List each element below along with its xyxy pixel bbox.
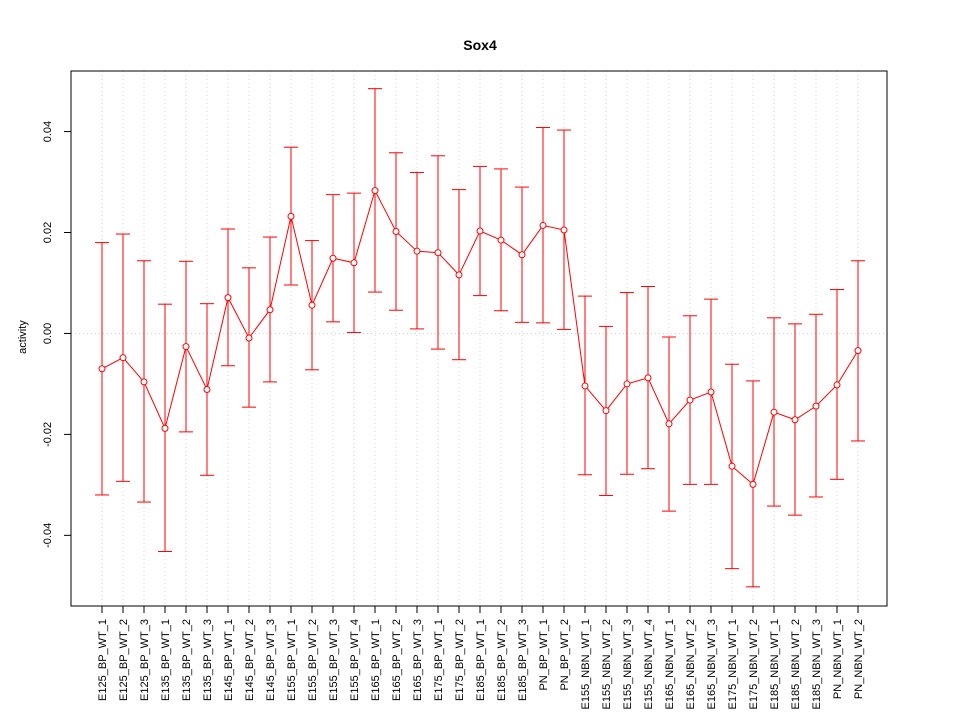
y-tick-label: 0.02 bbox=[42, 222, 54, 243]
x-tick-label: E185_BP_WT_2 bbox=[496, 619, 508, 701]
x-tick-label: E155_NBN_WT_1 bbox=[580, 619, 592, 710]
data-point bbox=[245, 334, 253, 342]
data-point bbox=[119, 354, 127, 362]
data-point bbox=[266, 306, 274, 314]
x-tick-label: E155_NBN_WT_2 bbox=[601, 619, 613, 710]
axes: -0.04 -0.02 0.00 0.02 0.04 E125_BP_WT_1 E125_B… bbox=[42, 121, 865, 710]
data-point bbox=[98, 365, 106, 373]
x-tick-label: E155_NBN_WT_3 bbox=[622, 619, 634, 710]
x-tick-label: E155_BP_WT_3 bbox=[328, 619, 340, 701]
x-tick-label: E185_NBN_WT_2 bbox=[790, 619, 802, 710]
x-tick-label: E135_BP_WT_1 bbox=[160, 619, 172, 701]
x-tick-label: E175_BP_WT_2 bbox=[454, 619, 466, 701]
y-axis-label: activity bbox=[17, 320, 29, 354]
x-tick-label: E185_NBN_WT_1 bbox=[769, 619, 781, 710]
data-point bbox=[161, 424, 169, 432]
x-tick-label: E155_BP_WT_2 bbox=[307, 619, 319, 701]
y-tick-label: -0.02 bbox=[42, 422, 54, 447]
y-tick-label: 0.04 bbox=[42, 121, 54, 142]
data-point bbox=[329, 254, 337, 262]
x-tick-label: E165_NBN_WT_3 bbox=[706, 619, 718, 710]
data-point bbox=[140, 378, 148, 386]
data-point bbox=[644, 374, 652, 382]
x-tick-label: E165_BP_WT_2 bbox=[391, 619, 403, 701]
data-point bbox=[455, 271, 463, 279]
x-tick-label: E155_NBN_WT_4 bbox=[643, 619, 655, 710]
x-tick-label: E185_BP_WT_3 bbox=[517, 619, 529, 701]
plot-frame bbox=[70, 70, 888, 607]
data-point bbox=[203, 385, 211, 393]
data-point bbox=[707, 388, 715, 396]
x-tick-label: PN_BP_WT_2 bbox=[559, 619, 571, 691]
data-point bbox=[497, 236, 505, 244]
grid bbox=[71, 71, 887, 606]
data-point bbox=[434, 249, 442, 257]
data-point bbox=[686, 396, 694, 404]
x-tick-label: PN_NBN_WT_2 bbox=[853, 619, 865, 699]
data-point bbox=[182, 343, 190, 351]
data-point bbox=[413, 247, 421, 255]
data-point bbox=[392, 228, 400, 235]
x-tick-label: E145_BP_WT_3 bbox=[265, 619, 277, 701]
data-point bbox=[287, 212, 295, 220]
x-tick-label: E125_BP_WT_1 bbox=[97, 619, 109, 701]
x-tick-label: PN_NBN_WT_1 bbox=[832, 619, 844, 699]
data-point bbox=[581, 382, 589, 390]
y-tick-label: 0.00 bbox=[42, 323, 54, 344]
x-tick-label: E155_BP_WT_1 bbox=[286, 619, 298, 701]
x-tick-label: E175_BP_WT_1 bbox=[433, 619, 445, 701]
data-point bbox=[371, 187, 379, 195]
y-tick-label: -0.04 bbox=[42, 523, 54, 548]
x-tick-label: E125_BP_WT_2 bbox=[118, 619, 130, 701]
data-point bbox=[728, 462, 736, 470]
data-point bbox=[308, 301, 316, 309]
x-tick-label: E185_NBN_WT_3 bbox=[811, 619, 823, 710]
x-tick-label: E165_BP_WT_1 bbox=[370, 619, 382, 701]
x-tick-label: E175_NBN_WT_1 bbox=[727, 619, 739, 710]
x-tick-label: E125_BP_WT_3 bbox=[139, 619, 151, 701]
x-tick-label: E165_NBN_WT_2 bbox=[685, 619, 697, 710]
data-point bbox=[770, 408, 778, 416]
x-tick-label: E145_BP_WT_2 bbox=[244, 619, 256, 701]
data-point bbox=[224, 294, 232, 302]
x-tick-label: E175_NBN_WT_2 bbox=[748, 619, 760, 710]
data-point bbox=[749, 480, 757, 488]
data-marks bbox=[95, 88, 865, 588]
chart-title: Sox4 bbox=[463, 37, 497, 53]
data-point bbox=[791, 416, 799, 424]
x-tick-label: E155_BP_WT_4 bbox=[349, 619, 361, 701]
data-point bbox=[518, 251, 526, 259]
data-point bbox=[833, 381, 841, 389]
data-point bbox=[476, 227, 484, 235]
data-point bbox=[623, 380, 631, 388]
x-tick-label: E135_BP_WT_3 bbox=[202, 619, 214, 701]
data-point bbox=[812, 402, 820, 410]
x-tick-label: E165_NBN_WT_1 bbox=[664, 619, 676, 710]
x-tick-label: PN_BP_WT_1 bbox=[538, 619, 550, 691]
data-point bbox=[350, 259, 358, 267]
data-point bbox=[854, 347, 862, 355]
data-point bbox=[665, 420, 673, 428]
data-point bbox=[539, 221, 547, 229]
data-point bbox=[602, 407, 610, 415]
x-tick-label: E135_BP_WT_2 bbox=[181, 619, 193, 701]
x-tick-label: E165_BP_WT_3 bbox=[412, 619, 424, 701]
x-tick-label: E145_BP_WT_1 bbox=[223, 619, 235, 701]
x-tick-label: E185_BP_WT_1 bbox=[475, 619, 487, 701]
data-point bbox=[560, 226, 568, 234]
